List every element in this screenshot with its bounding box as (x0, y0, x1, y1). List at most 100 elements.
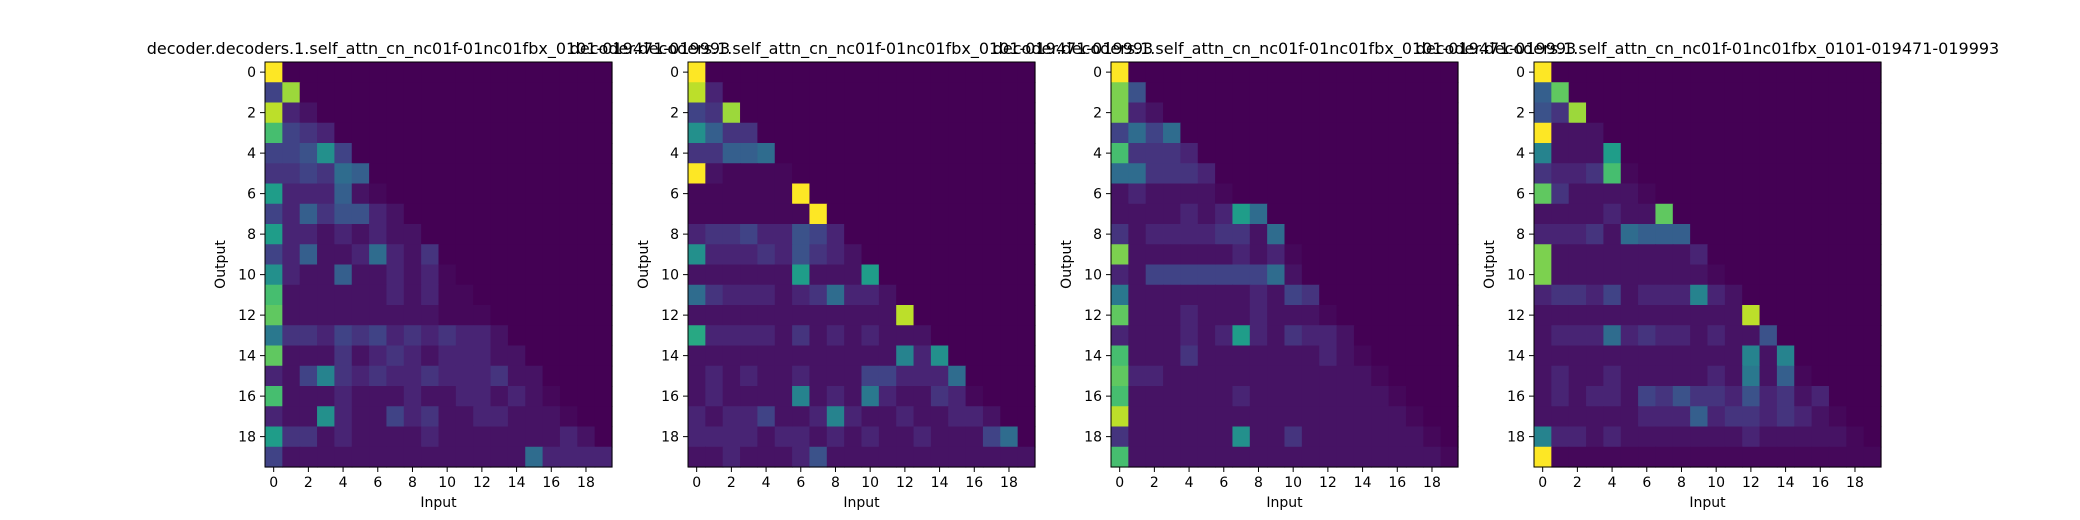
y-tick-label: 14 (238, 349, 256, 365)
heatmap-cell (386, 143, 405, 164)
heatmap-cell (317, 426, 335, 448)
heatmap-cell (965, 365, 984, 387)
heatmap-cell (722, 122, 741, 144)
heatmap-cell (826, 62, 845, 83)
heatmap-cell (1846, 446, 1865, 468)
heatmap-cell (1846, 163, 1865, 185)
heatmap-cell (740, 62, 758, 83)
axes-frame (264, 61, 613, 468)
heatmap-cell (688, 345, 706, 367)
heatmap-cell (740, 102, 758, 124)
y-tick-label: 4 (670, 146, 679, 162)
heatmap-cell (351, 102, 370, 124)
heatmap-cell (1423, 446, 1442, 468)
heatmap-cell (1534, 386, 1552, 407)
heatmap-cell (1284, 244, 1303, 266)
heatmap-panel-4: decoder.decoders.1.self_attn_cn_nc01f-01… (1416, 39, 1999, 511)
heatmap-cell (1336, 426, 1355, 448)
heatmap-cell (1690, 82, 1709, 104)
heatmap-cell (1672, 305, 1691, 326)
heatmap-cell (844, 386, 863, 407)
heatmap-cell (1638, 143, 1657, 164)
heatmap-cell (1336, 264, 1355, 286)
heatmap-cell (1017, 82, 1036, 104)
heatmap-cell (1180, 82, 1199, 104)
heatmap-cell (1336, 325, 1355, 347)
heatmap-cell (982, 284, 1001, 306)
heatmap-cell (1672, 244, 1691, 266)
heatmap-cell (913, 183, 932, 205)
heatmap-cell (1603, 406, 1622, 428)
heatmap-cell (878, 122, 897, 144)
heatmap-cell (334, 345, 353, 367)
heatmap-cell (490, 325, 509, 347)
heatmap-cell (1776, 446, 1795, 468)
heatmap-cell (1267, 446, 1286, 468)
heatmap-cell (722, 203, 741, 225)
heatmap-cell (1336, 345, 1355, 367)
heatmap-cell (1180, 446, 1199, 468)
heatmap-cell (1249, 122, 1268, 144)
heatmap-cell (1371, 386, 1390, 407)
x-tick-label: 16 (1388, 475, 1406, 491)
heatmap-cell (1267, 345, 1286, 367)
heatmap-cell (455, 345, 474, 367)
heatmap-cell (334, 264, 353, 286)
heatmap-cell (559, 102, 578, 124)
heatmap-cell (1111, 224, 1129, 245)
heatmap-cell (1742, 102, 1761, 124)
heatmap-cell (1215, 82, 1234, 104)
heatmap-cell (965, 284, 984, 306)
heatmap-cell (1811, 406, 1830, 428)
heatmap-cell (421, 325, 440, 347)
heatmap-cell (403, 426, 422, 448)
heatmap-cell (1000, 305, 1019, 326)
heatmap-cell (1811, 386, 1830, 407)
heatmap-cell (1215, 122, 1234, 144)
heatmap-cell (688, 406, 706, 428)
heatmap-cell (282, 183, 301, 205)
x-tick-label: 18 (1000, 475, 1018, 491)
heatmap-cell (1163, 102, 1181, 124)
heatmap-cell (1145, 264, 1164, 286)
heatmap-cell (1811, 224, 1830, 245)
heatmap-cell (1232, 365, 1251, 387)
heatmap-cell (1724, 325, 1743, 347)
heatmap-cell (1551, 284, 1570, 306)
heatmap-cell (826, 143, 845, 164)
heatmap-cell (1440, 143, 1459, 164)
heatmap-cell (1180, 163, 1199, 185)
heatmap-cell (351, 183, 370, 205)
heatmap-cell (1353, 406, 1372, 428)
heatmap-cell (913, 203, 932, 225)
heatmap-cell (930, 224, 949, 245)
heatmap-cell (282, 102, 301, 124)
heatmap-cell (1811, 446, 1830, 468)
heatmap-cell (1232, 345, 1251, 367)
heatmap-cell (577, 203, 596, 225)
x-tick-label: 18 (1846, 475, 1864, 491)
heatmap-cell (577, 183, 596, 205)
heatmap-cell (1655, 305, 1674, 326)
heatmap-cell (1284, 203, 1303, 225)
heatmap-cell (1811, 122, 1830, 144)
heatmap-cell (1811, 325, 1830, 347)
heatmap-cell (1707, 406, 1726, 428)
heatmap-cell (1440, 122, 1459, 144)
heatmap-cell (1267, 264, 1286, 286)
heatmap-cell (438, 446, 457, 468)
heatmap-cell (1586, 305, 1604, 326)
heatmap-cell (473, 62, 492, 83)
heatmap-cell (438, 325, 457, 347)
heatmap-cell (896, 203, 915, 225)
heatmap-cell (525, 406, 544, 428)
heatmap-cell (792, 446, 811, 468)
x-tick-label: 10 (861, 475, 879, 491)
y-tick-label: 2 (670, 106, 679, 122)
y-tick-label: 10 (1084, 268, 1102, 284)
heatmap-cell (1620, 183, 1639, 205)
heatmap-cell (1388, 102, 1407, 124)
heatmap-cell (1128, 264, 1147, 286)
heatmap-cell (386, 264, 405, 286)
heatmap-cell (809, 406, 828, 428)
